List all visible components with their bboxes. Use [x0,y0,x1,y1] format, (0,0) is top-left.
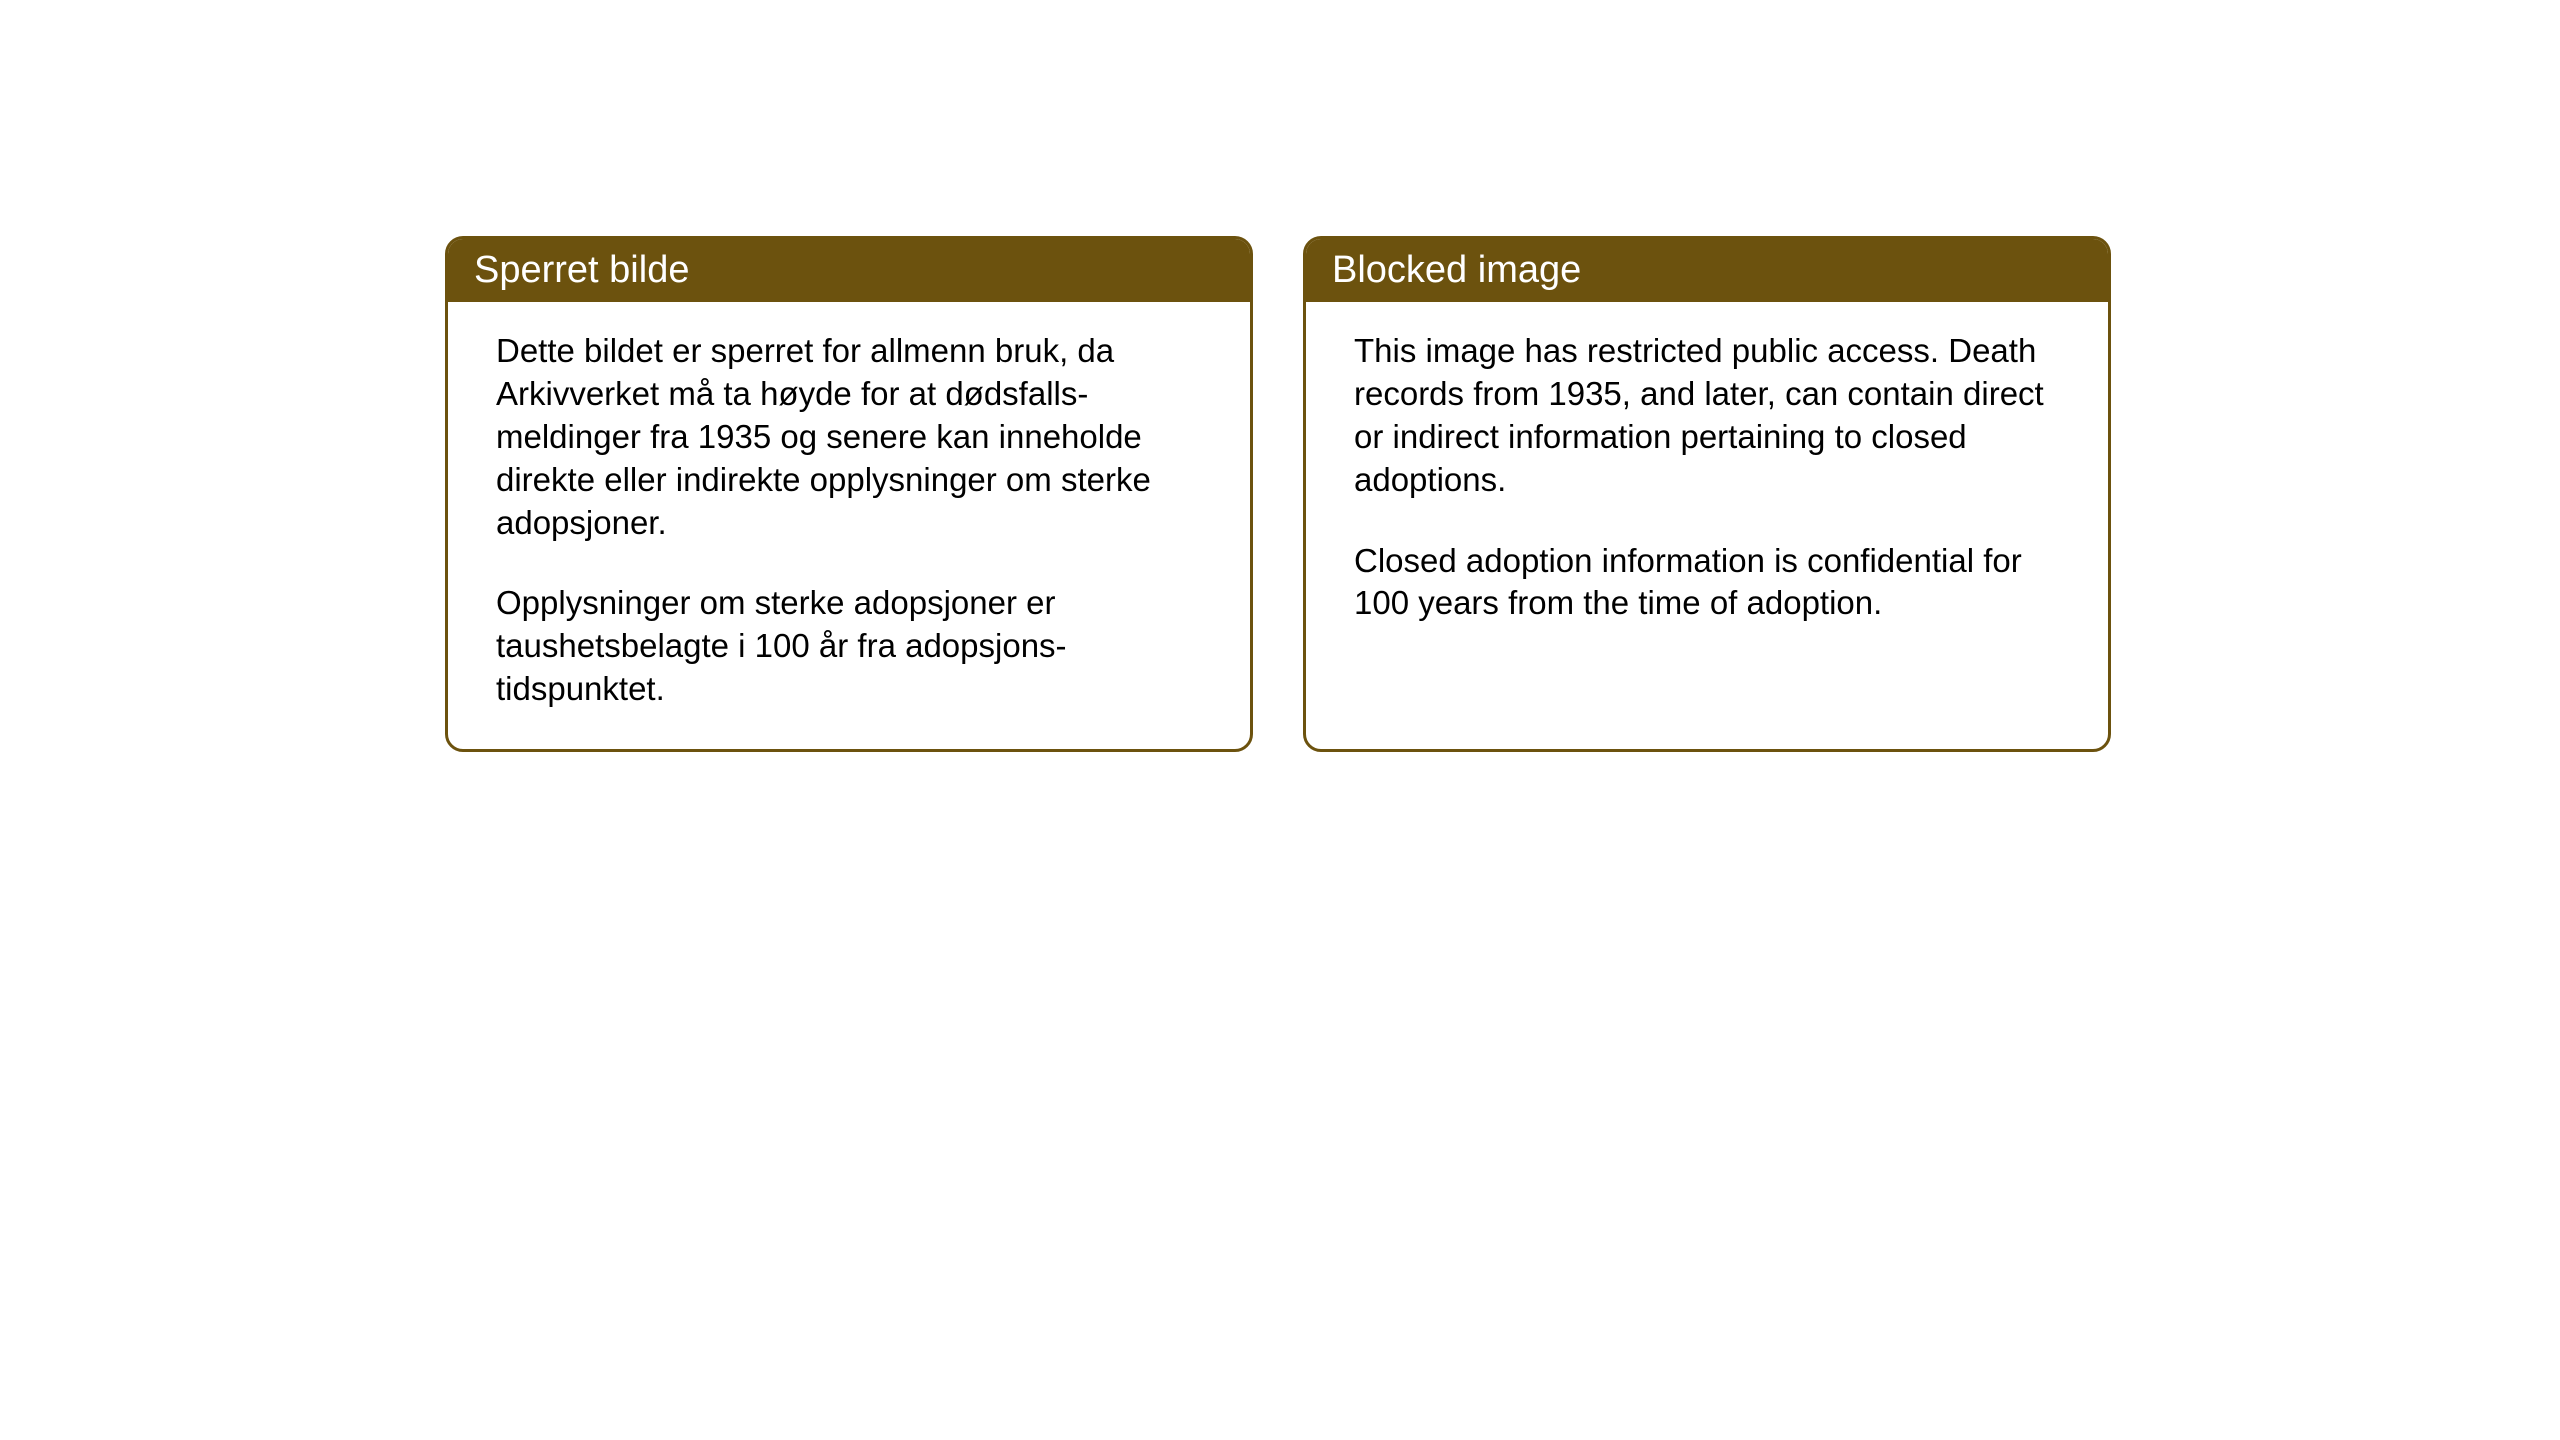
notice-card-english: Blocked image This image has restricted … [1303,236,2111,752]
card-header: Sperret bilde [448,239,1250,302]
card-title: Sperret bilde [474,249,689,291]
card-paragraph: Closed adoption information is confident… [1354,540,2060,626]
card-body: Dette bildet er sperret for allmenn bruk… [448,302,1250,749]
card-header: Blocked image [1306,239,2108,302]
card-paragraph: This image has restricted public access.… [1354,330,2060,502]
card-title: Blocked image [1332,249,1581,291]
notice-card-norwegian: Sperret bilde Dette bildet er sperret fo… [445,236,1253,752]
notice-container: Sperret bilde Dette bildet er sperret fo… [0,0,2560,752]
card-paragraph: Opplysninger om sterke adopsjoner er tau… [496,582,1202,711]
card-paragraph: Dette bildet er sperret for allmenn bruk… [496,330,1202,544]
card-body: This image has restricted public access.… [1306,302,2108,722]
